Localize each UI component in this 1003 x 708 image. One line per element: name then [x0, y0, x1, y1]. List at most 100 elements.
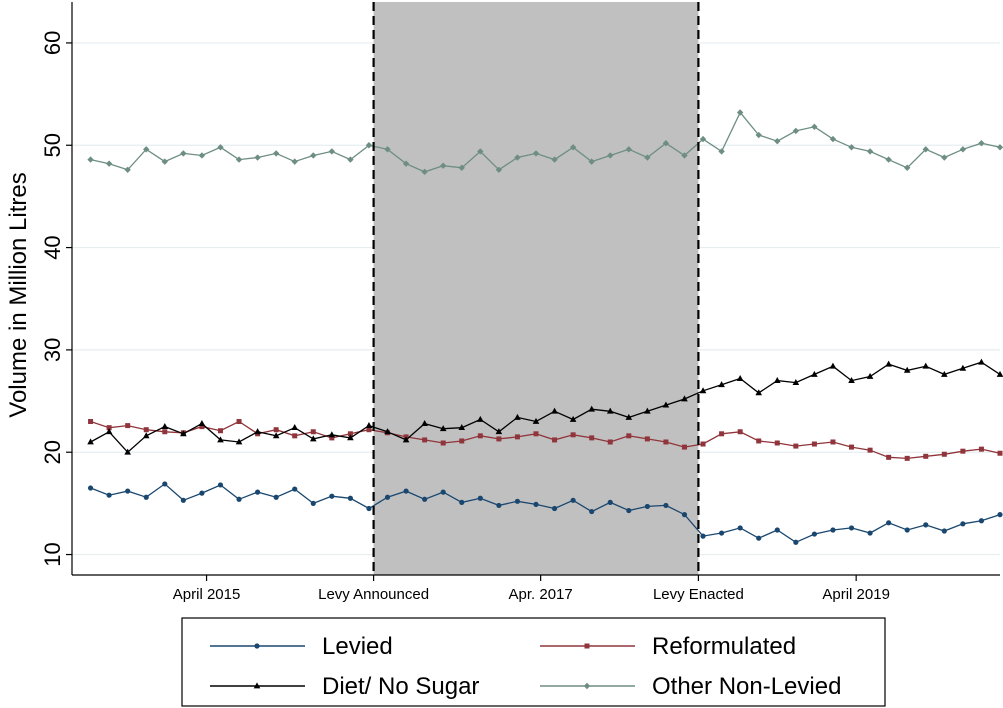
- shaded-region: [373, 2, 699, 575]
- data-point: [422, 496, 428, 502]
- data-point: [903, 366, 911, 373]
- data-point: [663, 439, 669, 445]
- data-point: [143, 146, 150, 153]
- data-point: [589, 508, 595, 515]
- data-point: [849, 444, 855, 450]
- data-point: [384, 428, 391, 435]
- x-tick-label: Levy Announced: [318, 586, 429, 603]
- legend: Levied Reformulated Diet/ No Sugar Other No…: [181, 617, 886, 707]
- plot-area: 10 20 30 40 50 60 April 2015 Levy Announced Apr.…: [40, 2, 1003, 603]
- data-point: [477, 148, 484, 155]
- data-point: [198, 419, 206, 426]
- data-point: [162, 481, 168, 487]
- data-point: [477, 495, 483, 501]
- data-point: [422, 437, 428, 443]
- legend-label: Levied: [322, 633, 393, 660]
- data-point: [588, 158, 595, 165]
- data-point: [570, 497, 576, 503]
- data-point: [124, 448, 131, 455]
- data-point: [923, 453, 929, 459]
- data-point: [477, 433, 483, 439]
- data-point: [606, 407, 614, 414]
- data-point: [532, 417, 540, 424]
- data-point: [87, 485, 94, 491]
- data-point: [366, 505, 372, 512]
- data-point: [328, 431, 336, 438]
- data-point: [719, 530, 725, 536]
- data-point: [996, 370, 1003, 377]
- data-point: [106, 425, 112, 431]
- y-tick-label: 50: [40, 133, 65, 157]
- data-point: [514, 413, 521, 420]
- data-point: [681, 395, 688, 402]
- data-point: [736, 374, 744, 381]
- data-point: [589, 435, 595, 441]
- data-point: [125, 488, 131, 494]
- data-point: [384, 494, 391, 500]
- data-point: [719, 431, 725, 437]
- data-point: [811, 370, 818, 377]
- data-point: [886, 454, 892, 460]
- data-point: [885, 360, 892, 367]
- data-point: [125, 423, 131, 429]
- legend-box: [181, 617, 886, 707]
- data-point: [440, 162, 447, 169]
- x-tick-label: Levy Enacted: [653, 586, 744, 603]
- data-point: [235, 438, 243, 445]
- data-point: [644, 436, 650, 442]
- data-point: [87, 156, 94, 163]
- data-point: [533, 431, 539, 437]
- y-axis-label: Volume in Million Litres: [5, 172, 32, 417]
- data-point: [960, 521, 966, 527]
- data-point: [217, 144, 224, 151]
- data-point: [217, 428, 223, 434]
- data-point: [402, 160, 410, 167]
- x-tick-label: Apr. 2017: [509, 586, 573, 603]
- data-point: [495, 428, 503, 435]
- data-point: [291, 424, 299, 431]
- data-point: [811, 123, 818, 131]
- data-point: [514, 434, 520, 440]
- data-point: [142, 432, 150, 439]
- data-point: [923, 522, 929, 528]
- data-point: [700, 533, 706, 539]
- data-point: [793, 443, 799, 449]
- data-point: [662, 140, 670, 147]
- data-point: [941, 154, 948, 161]
- data-point: [347, 434, 354, 441]
- data-point: [922, 362, 930, 369]
- data-point: [830, 439, 836, 445]
- data-point: [496, 436, 502, 442]
- data-point: [793, 539, 799, 545]
- data-point: [309, 435, 317, 442]
- data-point: [106, 492, 112, 498]
- data-point: [105, 428, 113, 435]
- data-point: [755, 389, 763, 396]
- data-point: [347, 156, 354, 163]
- legend-label: Other Non-Levied: [652, 673, 841, 700]
- data-point: [699, 135, 707, 143]
- data-point: [699, 387, 707, 394]
- data-point: [347, 495, 353, 501]
- data-point: [736, 109, 744, 116]
- data-point: [644, 503, 650, 510]
- data-point: [959, 364, 967, 371]
- data-point: [997, 512, 1003, 518]
- data-point: [272, 150, 280, 157]
- data-point: [366, 427, 372, 433]
- data-point: [904, 164, 911, 171]
- data-point: [866, 372, 874, 379]
- data-point: [941, 451, 947, 457]
- y-tick-label: 30: [40, 338, 65, 362]
- data-point: [626, 433, 632, 439]
- data-point: [588, 405, 595, 412]
- data-point: [402, 436, 410, 443]
- data-point: [681, 444, 687, 450]
- data-point: [811, 531, 818, 537]
- data-point: [514, 498, 521, 504]
- data-point: [199, 424, 205, 430]
- data-point: [88, 419, 94, 425]
- data-point: [700, 441, 706, 447]
- data-point: [292, 433, 298, 439]
